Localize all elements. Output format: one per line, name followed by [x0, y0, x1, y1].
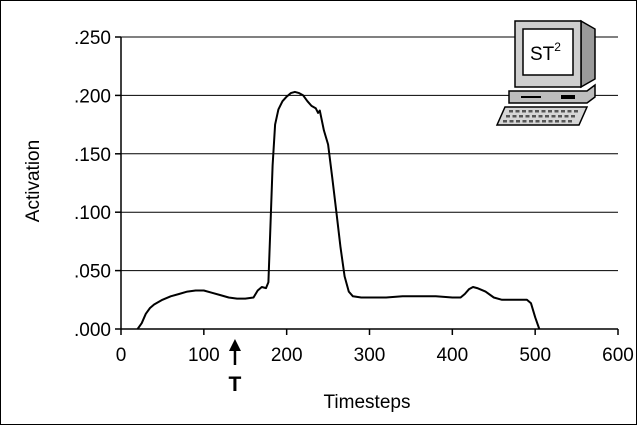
t-marker-label: T — [229, 373, 242, 396]
t-marker: T — [229, 339, 242, 396]
y-tick-label: .250 — [74, 28, 111, 49]
up-arrow-icon — [228, 339, 241, 351]
tick-labels: .000 .050 .100 .150 .200 .250 0 100 200 300 400 500… — [74, 28, 634, 366]
y-tick-label: .050 — [74, 262, 111, 283]
series-line — [136, 90, 541, 330]
x-tick-label: 300 — [354, 345, 386, 366]
x-tick-label: 100 — [188, 345, 220, 366]
x-tick-label: 200 — [271, 345, 303, 366]
axes — [115, 36, 619, 335]
logo-superscript: 2 — [554, 40, 561, 54]
y-tick-label: .100 — [74, 203, 111, 224]
x-tick-label: 0 — [116, 345, 127, 366]
x-axis-label: Timesteps — [324, 392, 411, 413]
x-tick-label: 500 — [519, 345, 551, 366]
y-tick-label: .000 — [74, 320, 111, 341]
computer-icon: ST2 — [495, 19, 596, 126]
y-tick-label: .150 — [74, 145, 111, 166]
x-tick-label: 600 — [602, 345, 634, 366]
logo-text: ST2 — [530, 40, 561, 65]
x-tick-label: 400 — [436, 345, 468, 366]
y-tick-label: .200 — [74, 86, 111, 107]
y-axis-label: Activation — [23, 140, 44, 222]
